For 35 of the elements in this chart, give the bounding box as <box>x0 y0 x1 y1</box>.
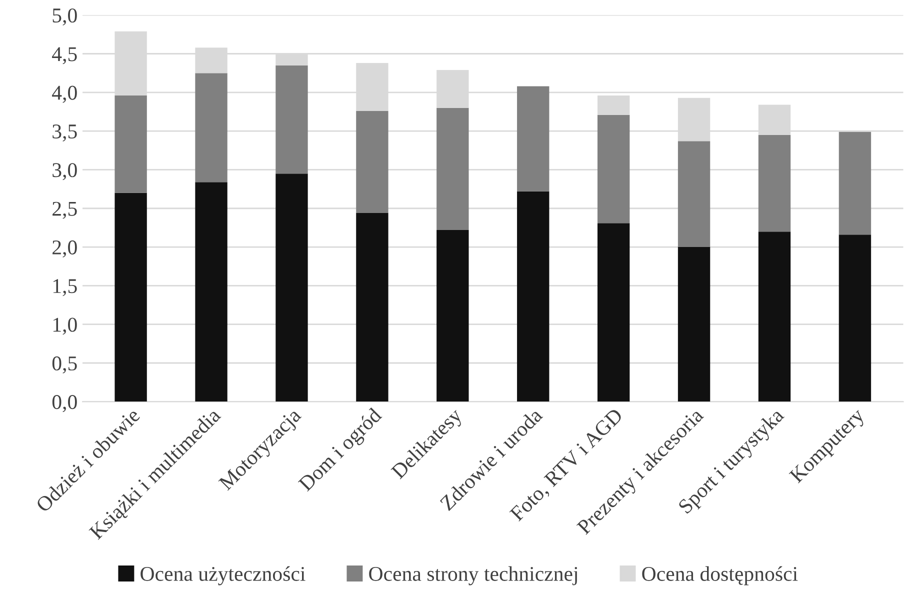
bar <box>114 192 147 402</box>
bar <box>195 182 228 402</box>
y-tick-label: 4,0 <box>52 86 77 103</box>
legend-label: Ocena dostępności <box>642 566 798 586</box>
bar <box>597 96 630 115</box>
y-tick-label: 2,0 <box>52 240 77 258</box>
y-tick-label: 0,0 <box>52 395 77 412</box>
bar <box>838 234 872 402</box>
legend-label: Ocena strony technicznej <box>369 566 578 586</box>
y-tick-label: 3,5 <box>52 124 77 142</box>
bar <box>276 174 308 402</box>
bar <box>597 223 630 402</box>
y-tick-label: 2,5 <box>52 202 77 219</box>
bar <box>436 108 469 230</box>
bar <box>758 134 791 232</box>
bar <box>758 232 791 402</box>
legend-label: Ocena użyteczności <box>140 566 306 586</box>
bar <box>114 96 147 193</box>
y-tick-label: 4,5 <box>52 47 77 64</box>
y-tick-label: 0,5 <box>52 356 77 374</box>
bar <box>838 132 872 235</box>
y-tick-label: 1,0 <box>53 318 77 335</box>
bar <box>356 213 388 402</box>
bar <box>678 141 710 248</box>
bar <box>517 86 550 192</box>
y-tick-label: 1,5 <box>53 279 77 296</box>
bar <box>195 73 228 182</box>
bar <box>356 110 388 214</box>
bar <box>436 230 469 402</box>
bar <box>678 247 710 402</box>
y-tick-label: 3,0 <box>52 163 77 180</box>
bar <box>517 191 550 402</box>
bar <box>276 65 308 174</box>
bar <box>597 114 630 224</box>
y-tick-label: 5,0 <box>52 8 77 26</box>
